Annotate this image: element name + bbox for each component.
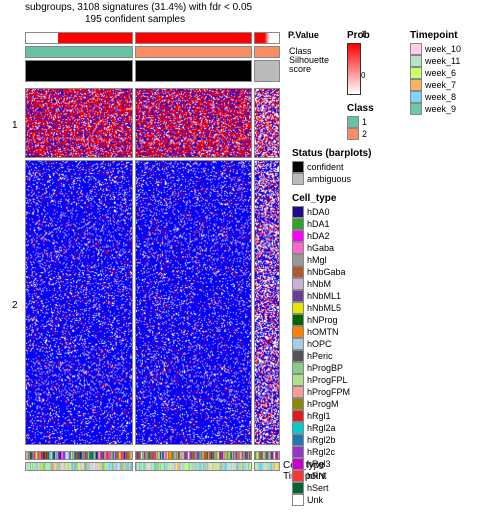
row-group-2-label: 2: [12, 300, 18, 311]
track-timepoint: [25, 462, 280, 471]
legend-prob: Prob 10: [347, 30, 377, 95]
title-2: 195 confident samples: [85, 14, 252, 26]
heatmap-group-2: [25, 160, 280, 445]
legend-celltype: Cell_type hDA0hDA1hDA2hGabahMglhNbGabahN…: [292, 193, 377, 506]
legend-status: Status (barplots) confidentambiguous: [292, 148, 377, 185]
track-prob: [25, 32, 280, 44]
title-1: subgroups, 3108 signatures (31.4%) with …: [25, 2, 252, 14]
heatmap-figure: [25, 32, 280, 473]
legend-class: Class 12: [347, 103, 377, 140]
track-silhouette: [25, 60, 280, 82]
legend-timepoint: Timepoint week_10week_11week_6week_7week…: [410, 30, 500, 115]
track-celltype: [25, 451, 280, 460]
row-group-1-label: 1: [12, 120, 18, 131]
heatmap-group-1: [25, 88, 280, 158]
track-class: [25, 46, 280, 58]
